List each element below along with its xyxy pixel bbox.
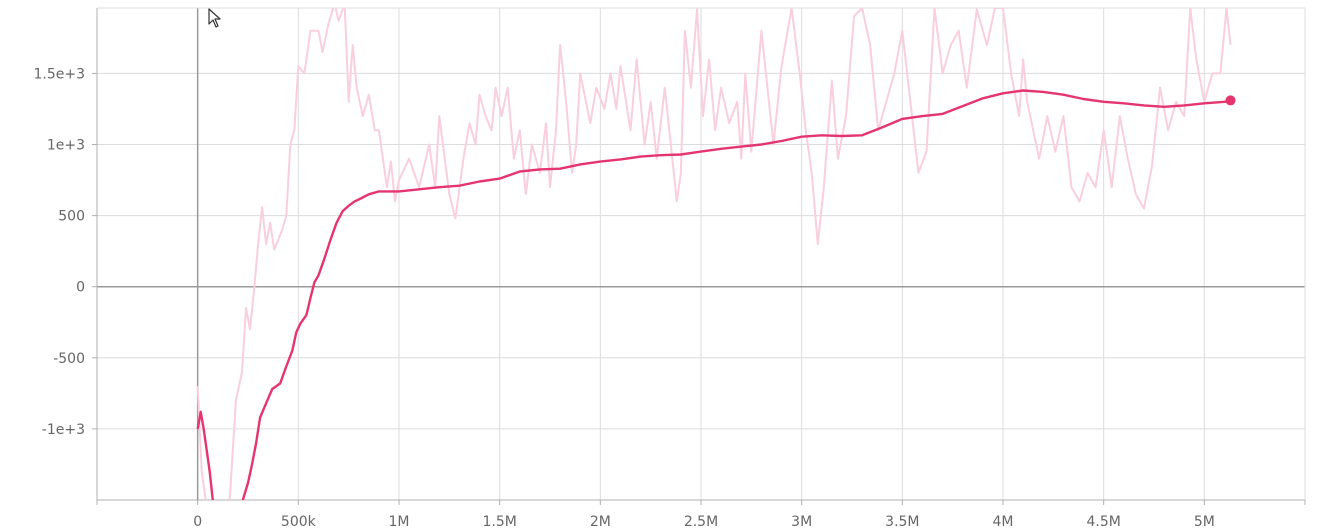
axes-layer [92, 7, 1306, 505]
x-tick-label: 1.5M [482, 514, 516, 530]
x-tick-label: 3M [791, 514, 812, 530]
x-tick-label: 0 [193, 514, 202, 530]
x-tick-label: 4M [993, 514, 1014, 530]
smoothed-series-line [196, 89, 1231, 500]
x-tick-label: 5M [1194, 514, 1215, 530]
x-tick-label: 1M [389, 514, 410, 530]
x-tick-label: 4.5M [1086, 514, 1120, 530]
x-tick-label: 2.5M [684, 514, 718, 530]
last-point-marker[interactable] [1225, 95, 1236, 106]
raw-series-line [196, 8, 1232, 500]
mouse-pointer-icon [208, 8, 221, 28]
x-tick-label: 500k [281, 514, 317, 530]
y-tick-label: -500 [53, 351, 85, 367]
y-tick-label: 0 [76, 280, 85, 296]
x-tick-label: 2M [590, 514, 611, 530]
y-tick-label: 1e+3 [47, 138, 85, 154]
y-tick-label: 1.5e+3 [33, 66, 85, 82]
y-tick-label: -1e+3 [42, 422, 85, 438]
y-tick-label: 500 [58, 209, 85, 225]
series-layer [196, 8, 1236, 500]
tick-labels: 0 500k 1M 1.5M 2M 2.5M 3M 3.5M 4M 4.5M 5M 1.5e+3 1e+… [33, 66, 1214, 530]
x-tick-label: 3.5M [885, 514, 919, 530]
